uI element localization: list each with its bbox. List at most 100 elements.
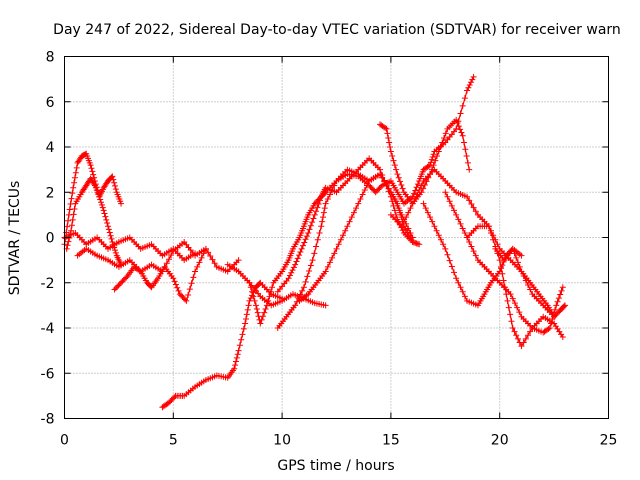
data-point-marker	[209, 256, 216, 263]
data-point-marker	[324, 196, 331, 203]
data-point-marker	[73, 164, 80, 171]
data-point-marker	[115, 282, 122, 289]
data-point-marker	[522, 335, 529, 342]
data-point-marker	[509, 295, 516, 302]
data-point-marker	[110, 176, 117, 183]
data-point-marker	[109, 173, 116, 180]
data-point-marker	[399, 185, 406, 192]
data-point-marker	[464, 193, 471, 200]
data-point-marker	[72, 169, 79, 176]
y-tick-label: -4	[41, 321, 55, 337]
data-point-marker	[235, 347, 242, 354]
data-point-marker	[561, 303, 568, 310]
data-point-marker	[68, 195, 75, 202]
data-point-marker	[561, 302, 568, 309]
data-point-marker	[448, 202, 455, 209]
data-point-marker	[192, 268, 199, 275]
series-sat-c	[61, 229, 199, 264]
data-point-marker	[348, 214, 355, 221]
y-tick-label: 0	[46, 231, 55, 247]
series-line	[444, 192, 564, 348]
data-point-marker	[420, 200, 427, 207]
data-point-marker	[357, 196, 364, 203]
data-point-marker	[167, 398, 174, 405]
data-point-marker	[91, 181, 98, 188]
series-line	[390, 168, 555, 318]
data-point-marker	[389, 153, 396, 160]
data-point-marker	[451, 269, 458, 276]
data-point-marker	[108, 235, 115, 242]
data-point-marker	[205, 249, 212, 256]
data-point-marker	[87, 162, 94, 169]
data-point-marker	[472, 208, 479, 215]
data-point-marker	[413, 184, 420, 191]
data-point-marker	[466, 197, 473, 204]
grid	[64, 56, 609, 419]
data-point-marker	[301, 239, 308, 246]
data-point-marker	[119, 278, 126, 285]
data-point-marker	[306, 267, 313, 274]
data-point-marker	[397, 178, 404, 185]
y-axis-label: SDTVAR / TECUs	[7, 181, 23, 296]
data-point-marker	[381, 178, 388, 185]
data-point-marker	[289, 267, 296, 274]
data-point-marker	[293, 258, 300, 265]
data-point-marker	[553, 310, 560, 317]
data-point-marker	[514, 335, 521, 342]
data-point-marker	[434, 153, 441, 160]
data-point-marker	[398, 223, 405, 230]
data-point-marker	[397, 209, 404, 216]
series-sat-n	[420, 200, 525, 309]
data-point-marker	[105, 223, 112, 230]
data-point-marker	[361, 186, 368, 193]
data-point-marker	[455, 279, 462, 286]
data-point-marker	[188, 280, 195, 287]
data-point-marker	[458, 129, 465, 136]
data-point-marker	[252, 302, 259, 309]
data-point-marker	[240, 325, 247, 332]
data-point-marker	[307, 262, 314, 269]
data-point-marker	[446, 257, 453, 264]
data-point-marker	[363, 182, 370, 189]
data-point-marker	[68, 222, 75, 229]
data-point-marker	[180, 295, 187, 302]
data-point-marker	[385, 134, 392, 141]
y-tick-label: 2	[46, 185, 55, 201]
data-point-marker	[99, 204, 106, 211]
y-tick-label: -2	[41, 276, 55, 292]
data-point-marker	[437, 236, 444, 243]
data-point-marker	[320, 209, 327, 216]
data-point-marker	[442, 130, 449, 137]
data-point-marker	[320, 214, 327, 221]
data-point-marker	[466, 82, 473, 89]
data-point-marker	[233, 354, 240, 361]
data-point-marker	[111, 286, 118, 293]
data-point-marker	[165, 256, 172, 263]
data-point-marker	[527, 286, 534, 293]
data-point-marker	[440, 241, 447, 248]
data-point-marker	[551, 313, 558, 320]
data-point-marker	[387, 148, 394, 155]
data-point-marker	[71, 179, 78, 186]
data-point-marker	[383, 125, 390, 132]
data-point-marker	[414, 181, 421, 188]
data-point-marker	[461, 293, 468, 300]
data-point-marker	[402, 226, 409, 233]
data-point-marker	[509, 325, 516, 331]
data-point-marker	[394, 200, 401, 207]
data-point-marker	[309, 257, 316, 264]
data-point-marker	[376, 185, 383, 192]
data-point-marker	[490, 236, 497, 243]
data-point-marker	[333, 245, 340, 252]
data-point-marker	[518, 252, 525, 259]
data-point-marker	[163, 260, 170, 267]
data-point-marker	[557, 291, 564, 298]
data-point-marker	[393, 211, 400, 218]
data-point-marker	[186, 286, 193, 293]
data-point-marker	[322, 302, 329, 309]
data-point-marker	[112, 285, 119, 292]
data-point-marker	[411, 196, 418, 203]
data-point-marker	[350, 209, 357, 216]
data-point-marker	[414, 191, 421, 198]
data-point-marker	[90, 171, 97, 178]
